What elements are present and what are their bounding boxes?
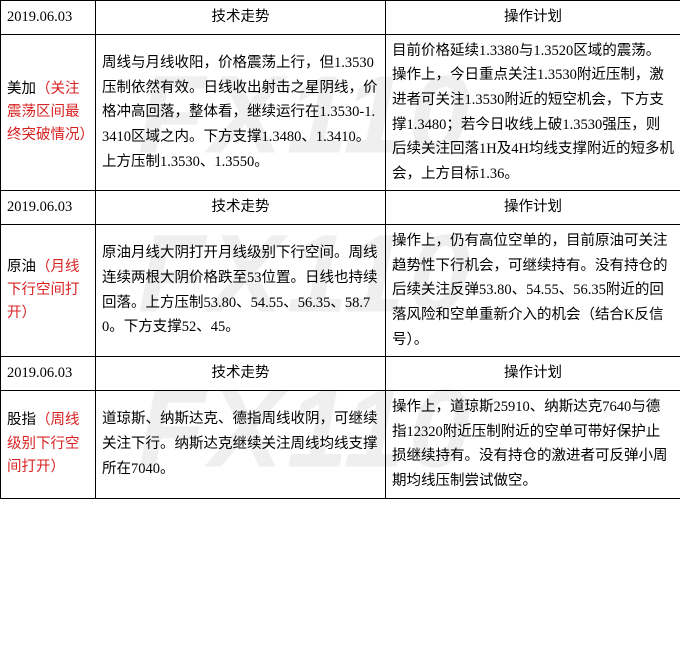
trend-text: 原油月线大阴打开月线级别下行空间。周线连续两根大阴价格跌至53位置。日线也持续回…	[96, 225, 386, 357]
trend-text: 周线与月线收阳，价格震荡上行，但1.3530压制依然有效。日线收出射击之星阴线，…	[96, 34, 386, 191]
instrument-name: 股指	[7, 412, 36, 428]
section-date: 2019.06.03	[1, 357, 96, 391]
trend-text: 道琼斯、纳斯达克、德指周线收阴，可继续关注下行。纳斯达克继续关注周线均线支撑所在…	[96, 390, 386, 498]
instrument-label: 股指（周线级别下行空间打开）	[1, 390, 96, 498]
plan-header: 操作计划	[386, 357, 680, 391]
trend-header: 技术走势	[96, 357, 386, 391]
instrument-label: 美加（关注震荡区间最终突破情况）	[1, 34, 96, 191]
plan-text: 操作上，道琼斯25910、纳斯达克7640与德指12320附近压制附近的空单可带…	[386, 390, 680, 498]
plan-header: 操作计划	[386, 191, 680, 225]
plan-text: 目前价格延续1.3380与1.3520区域的震荡。操作上，今日重点关注1.353…	[386, 34, 680, 191]
section-date: 2019.06.03	[1, 191, 96, 225]
plan-text: 操作上，仍有高位空单的，目前原油可关注趋势性下行机会，可继续持有。没有持仓的后续…	[386, 225, 680, 357]
instrument-label: 原油（月线下行空间打开）	[1, 225, 96, 357]
instrument-name: 美加	[7, 81, 36, 97]
analysis-table: 2019.06.03技术走势操作计划美加（关注震荡区间最终突破情况）周线与月线收…	[0, 0, 680, 499]
trend-header: 技术走势	[96, 191, 386, 225]
trend-header: 技术走势	[96, 1, 386, 35]
instrument-name: 原油	[7, 259, 36, 275]
plan-header: 操作计划	[386, 1, 680, 35]
section-date: 2019.06.03	[1, 1, 96, 35]
